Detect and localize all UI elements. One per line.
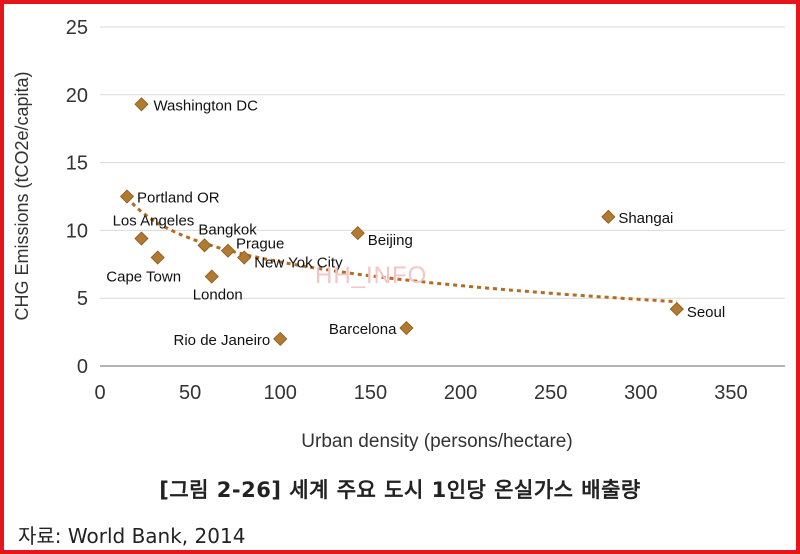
x-tick-label: 350 <box>714 382 747 404</box>
scatter-chart: 0 5 10 15 20 25 0 50 100 150 200 250 300 350 Washing… <box>12 17 785 452</box>
point-label: Portland OR <box>137 190 220 207</box>
point-label: Rio de Janeiro <box>174 332 271 349</box>
y-tick-labels: 0 5 10 15 20 25 <box>66 17 88 378</box>
data-point <box>237 250 252 265</box>
point-label: Seoul <box>687 304 725 321</box>
watermark: HH_INFO <box>315 262 428 289</box>
point-label: Shangai <box>618 210 673 227</box>
point-label: Beijing <box>368 232 413 249</box>
data-point <box>134 231 149 246</box>
point-label: Cape Town <box>106 269 181 286</box>
data-point <box>220 243 236 258</box>
data-point <box>204 269 219 284</box>
point-label: Bangkok <box>198 221 257 238</box>
x-tick-label: 300 <box>624 382 657 404</box>
x-tick-label: 0 <box>94 382 105 404</box>
x-tick-label: 100 <box>264 382 297 404</box>
data-points <box>119 97 684 346</box>
x-tick-label: 200 <box>444 382 477 404</box>
y-axis-label: CHG Emissions (tCO2e/capita) <box>12 71 32 320</box>
y-tick-label: 20 <box>66 85 88 107</box>
data-point <box>197 238 212 253</box>
point-label: Washington DC <box>153 97 258 114</box>
y-tick-label: 5 <box>77 288 88 310</box>
x-tick-label: 50 <box>179 382 201 404</box>
point-label: New Yok City <box>254 255 343 272</box>
point-labels: Washington DC Portland OR Los Angeles Cape … <box>106 97 725 349</box>
data-point <box>669 301 684 317</box>
data-point <box>150 250 165 265</box>
y-tick-label: 15 <box>66 153 88 175</box>
y-tick-label: 10 <box>66 220 88 242</box>
point-label: London <box>193 287 243 304</box>
data-point <box>350 226 365 241</box>
data-point <box>273 331 288 346</box>
data-point <box>601 209 616 224</box>
source-note: 자료: World Bank, 2014 <box>18 524 246 548</box>
trend-line <box>125 196 677 304</box>
x-tick-labels: 0 50 100 150 200 250 300 350 <box>94 382 747 404</box>
figure-caption: [그림 2-26] 세계 주요 도시 1인당 온실가스 배출량 <box>159 478 641 502</box>
point-label: Barcelona <box>329 321 397 338</box>
data-point <box>119 189 135 204</box>
y-tick-label: 0 <box>77 356 88 378</box>
data-point <box>134 97 149 112</box>
grid-lines <box>100 26 785 367</box>
data-point <box>399 320 414 336</box>
point-label: Prague <box>236 236 284 253</box>
point-label: Los Angeles <box>113 213 195 230</box>
y-tick-label: 25 <box>66 17 88 39</box>
x-tick-label: 150 <box>354 382 387 404</box>
x-tick-label: 250 <box>534 382 567 404</box>
x-axis-label: Urban density (persons/hectare) <box>301 431 572 452</box>
